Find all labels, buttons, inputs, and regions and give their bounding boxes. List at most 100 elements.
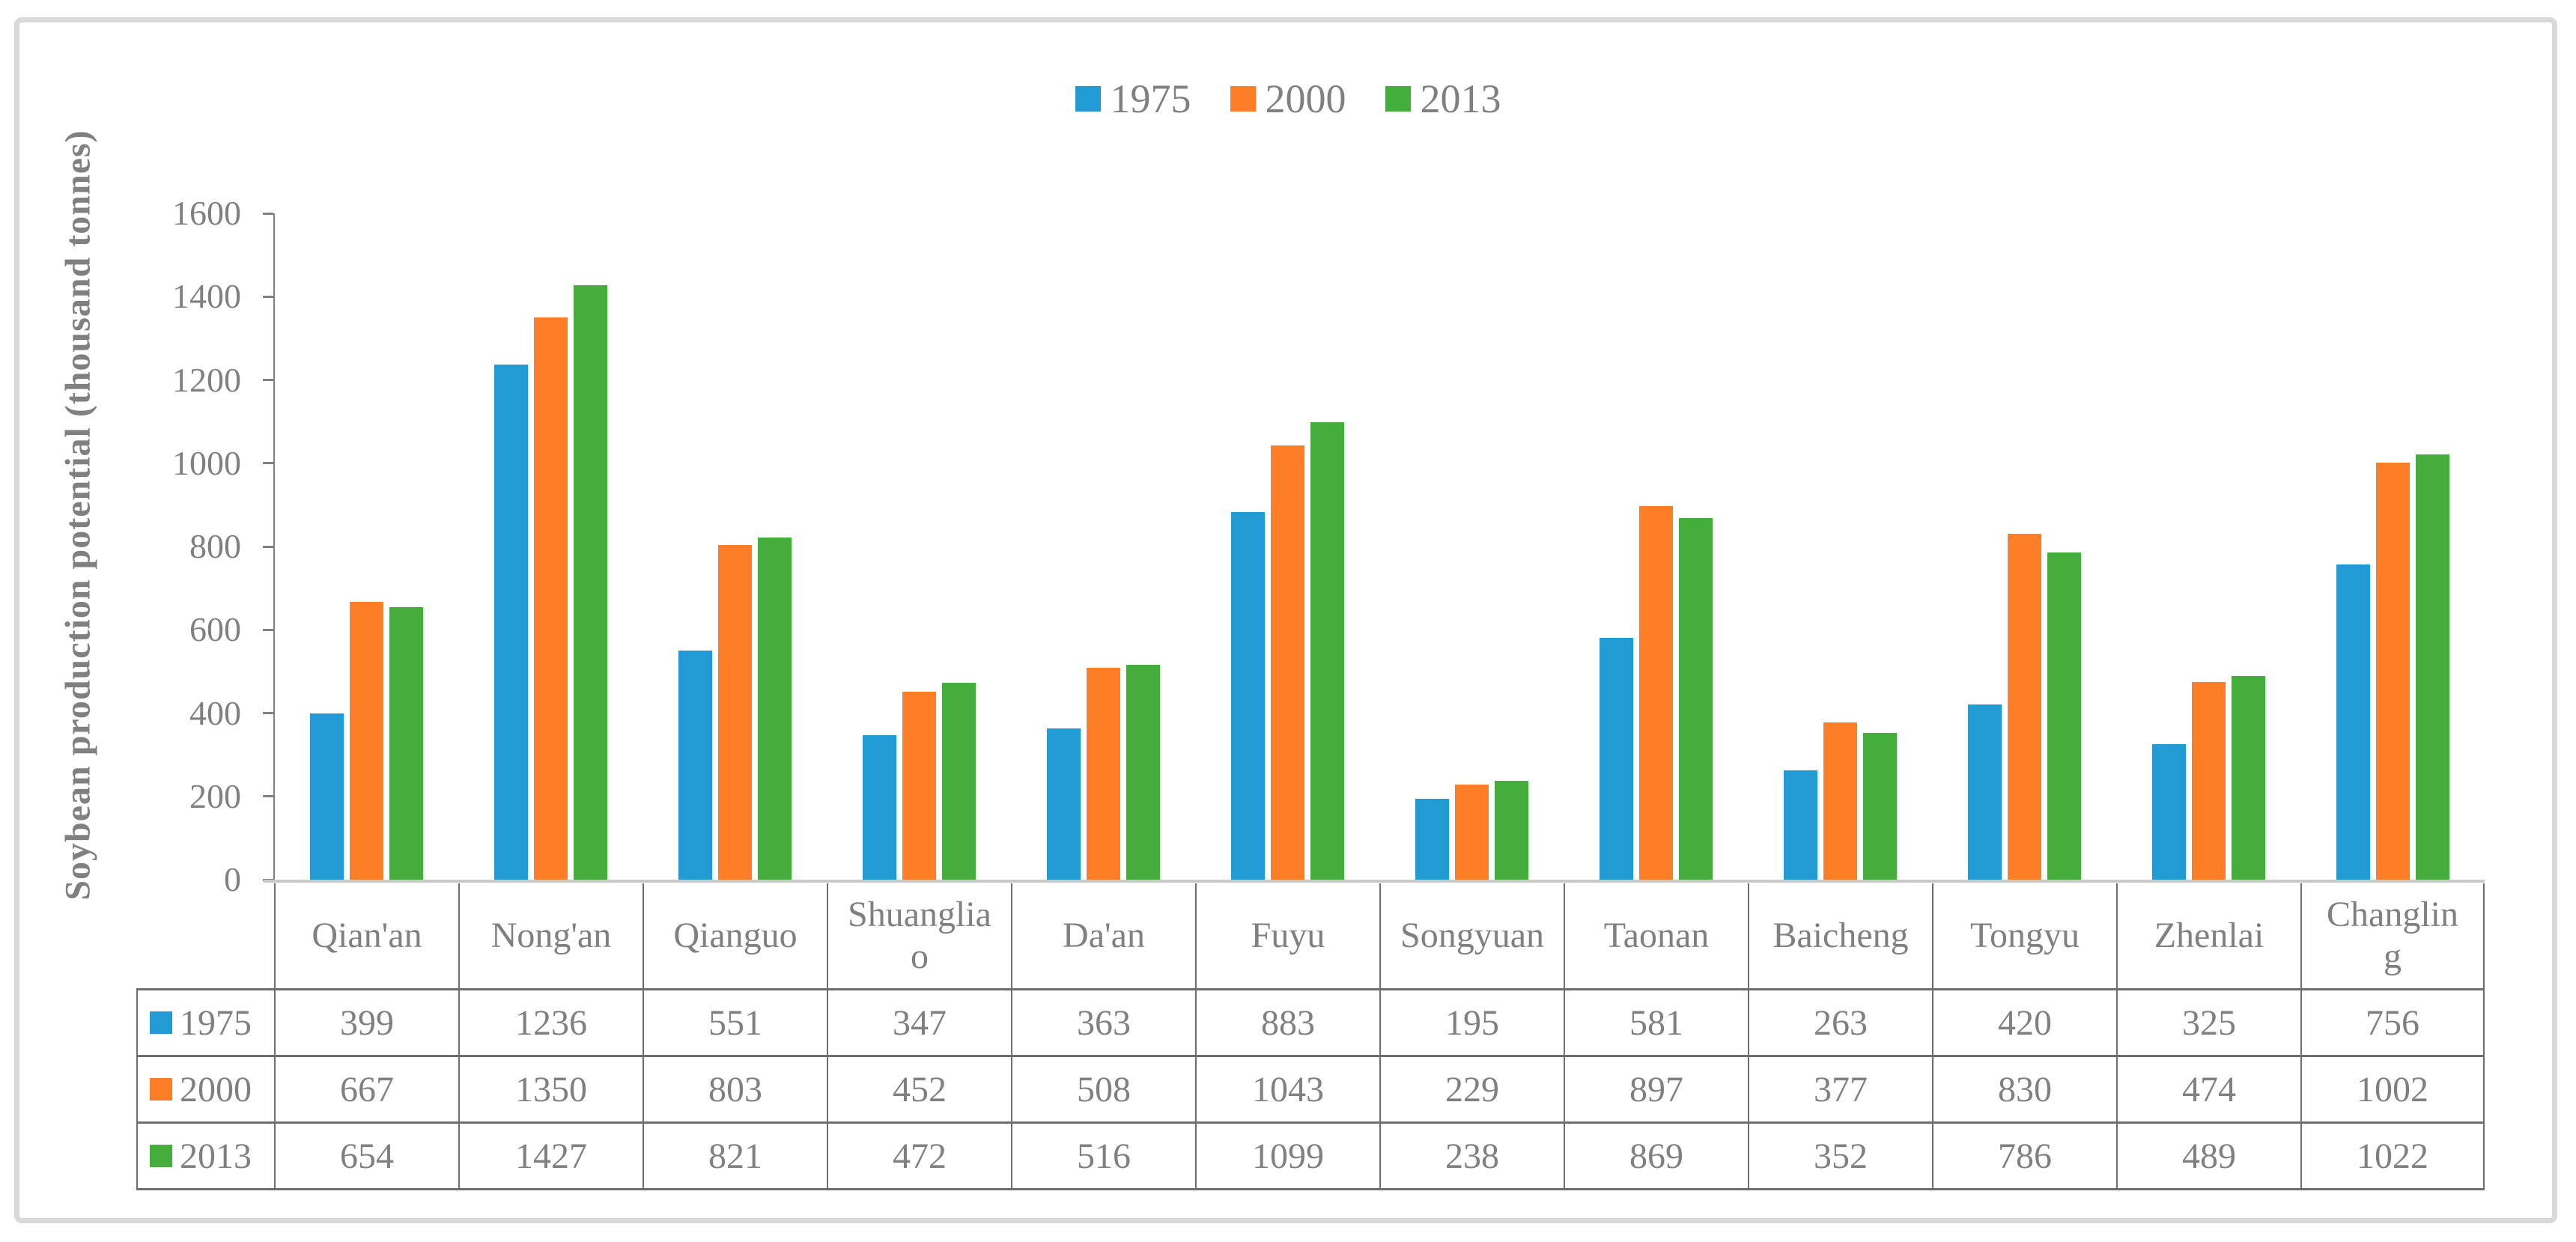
table-row-key-swatch [150, 1011, 172, 1034]
legend-label: 1975 [1110, 76, 1191, 121]
bar-2013 [2231, 676, 2265, 880]
y-tick-mark [263, 295, 273, 298]
table-value-cell: 654 [274, 1124, 458, 1190]
table-row-label: 2000 [180, 1069, 252, 1109]
table-value-cell: 399 [274, 990, 458, 1057]
table-value-cell: 1043 [1195, 1057, 1379, 1124]
bar-2000 [902, 692, 936, 880]
table-header-label: Qianguo [673, 916, 798, 955]
table-row-key-swatch [150, 1078, 172, 1101]
y-tick-label: 1200 [172, 360, 241, 399]
bar-1975 [2151, 744, 2186, 880]
bar-1975 [1599, 638, 1633, 880]
table-value-cell: 508 [1011, 1057, 1195, 1124]
table-header-label: Fuyu [1251, 916, 1325, 955]
table-value-cell: 352 [1748, 1124, 1932, 1190]
table-value-cell: 803 [643, 1057, 827, 1124]
y-tick-label: 1400 [172, 277, 241, 316]
table-header-Tongyu: Tongyu [1932, 883, 2116, 990]
bar-2013 [573, 285, 607, 880]
table-value-cell: 472 [827, 1124, 1011, 1190]
bar-2013 [941, 683, 976, 880]
bar-2000 [1454, 785, 1489, 880]
y-tick-label: 400 [189, 693, 241, 732]
bar-2000 [533, 317, 568, 880]
table-value-cell: 489 [2116, 1124, 2300, 1190]
table-value-cell: 452 [827, 1057, 1011, 1124]
table-header-label: Changling [2327, 895, 2458, 976]
x-axis-line [264, 880, 2485, 883]
bar-group-Nong'an [458, 213, 643, 880]
table-value-cell: 786 [1932, 1124, 2116, 1190]
bar-1975 [1415, 799, 1449, 880]
bar-1975 [2336, 564, 2370, 880]
bar-1975 [862, 735, 896, 880]
table-value-cell: 830 [1932, 1057, 2116, 1124]
bar-2000 [1823, 722, 1857, 880]
table-header-Songyuan: Songyuan [1379, 883, 1564, 990]
bar-group-Qianguo [643, 213, 827, 880]
table-row-label: 2013 [180, 1136, 252, 1176]
table-row-label: 1975 [180, 1002, 252, 1043]
table-header-label: Da'an [1063, 916, 1145, 955]
bar-2000 [349, 602, 383, 880]
table-value-cell: 325 [2116, 990, 2300, 1057]
table-value-cell: 1427 [458, 1124, 643, 1190]
table-value-cell: 1002 [2300, 1057, 2485, 1124]
bar-group-Fuyu [1195, 213, 1379, 880]
bar-2013 [2415, 454, 2449, 880]
table-value-cell: 1350 [458, 1057, 643, 1124]
bar-1975 [678, 651, 712, 880]
y-tick-mark [263, 212, 273, 215]
table-value-cell: 229 [1379, 1057, 1564, 1124]
table-header-label: Songyuan [1400, 916, 1544, 955]
bar-2000 [1638, 506, 1673, 880]
y-tick-mark [263, 628, 273, 631]
table-value-cell: 551 [643, 990, 827, 1057]
y-tick-label: 0 [224, 860, 241, 898]
table-header-label: Tongyu [1970, 916, 2080, 955]
bar-1975 [1783, 770, 1817, 880]
table-header-label: Qian'an [312, 916, 422, 955]
legend-label: 2013 [1420, 76, 1501, 121]
bar-2000 [2007, 534, 2041, 880]
table-value-cell: 869 [1564, 1124, 1748, 1190]
bar-group-Songyuan [1379, 213, 1564, 880]
table-value-cell: 263 [1748, 990, 1932, 1057]
bar-2013 [757, 538, 792, 880]
y-tick-label: 200 [189, 776, 241, 815]
legend: 1975 2000 2013 [0, 76, 2576, 121]
table-header-Nong'an: Nong'an [458, 883, 643, 990]
y-tick-label: 800 [189, 527, 241, 565]
bar-group-Zhenlai [2116, 213, 2300, 880]
table-header-label: Shuangliao [848, 895, 991, 976]
y-axis-line [273, 213, 275, 880]
table-header-label: Zhenlai [2154, 916, 2264, 955]
y-tick-label: 1000 [172, 443, 241, 482]
bar-2000 [2191, 682, 2226, 880]
bar-2000 [1270, 445, 1304, 880]
table-value-cell: 667 [274, 1057, 458, 1124]
y-tick-mark [263, 545, 273, 548]
table-value-cell: 474 [2116, 1057, 2300, 1124]
table-header-Qian'an: Qian'an [274, 883, 458, 990]
y-tick-mark [263, 712, 273, 714]
table-corner-cell [136, 883, 274, 990]
bar-2000 [2375, 463, 2410, 880]
data-table: Qian'an Nong'an Qianguo Shuangliao Da'an Fuyu… [136, 883, 2485, 1190]
table-row-label-2000: 2000 [136, 1057, 274, 1124]
y-tick-label: 600 [189, 610, 241, 649]
bar-2013 [2047, 552, 2081, 880]
bar-1975 [309, 713, 344, 880]
bar-2013 [1310, 422, 1344, 880]
legend-item-1975: 1975 [1075, 79, 1191, 119]
bar-2013 [1678, 518, 1713, 880]
bar-group-Shuangliao [827, 213, 1011, 880]
y-tick-label: 1600 [172, 194, 241, 232]
table-value-cell: 883 [1195, 990, 1379, 1057]
table-header-label: Nong'an [490, 916, 612, 955]
table-row-key-swatch [150, 1145, 172, 1167]
table-value-cell: 377 [1748, 1057, 1932, 1124]
y-tick-mark [263, 462, 273, 465]
